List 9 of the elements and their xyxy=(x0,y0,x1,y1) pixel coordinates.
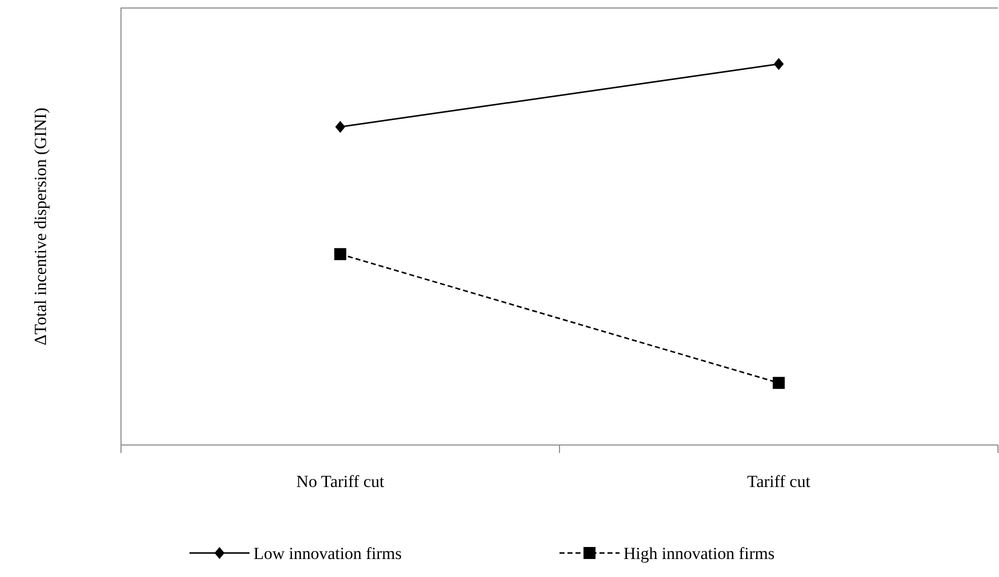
x-tick-label: Tariff cut xyxy=(747,472,811,491)
point xyxy=(335,120,346,133)
y-axis-title: ΔTotal incentive dispersion (GINI) xyxy=(31,108,50,346)
point xyxy=(334,248,346,260)
legend-label: Low innovation firms xyxy=(254,544,402,563)
x-tick-label: No Tariff cut xyxy=(296,472,384,491)
point xyxy=(772,376,785,389)
legend-label: High innovation firms xyxy=(624,544,775,563)
point xyxy=(774,58,784,70)
